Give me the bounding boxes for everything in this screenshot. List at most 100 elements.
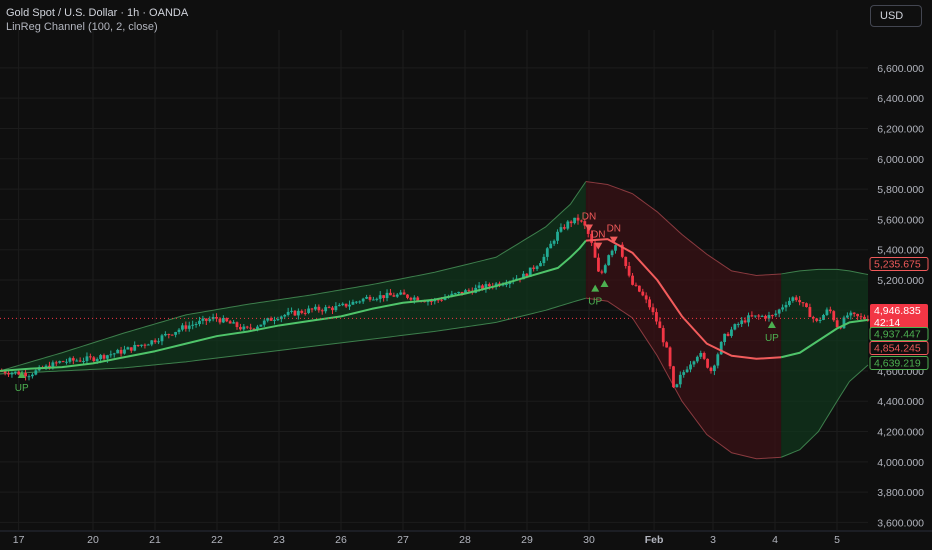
- candle-body: [583, 221, 587, 226]
- candle-body: [805, 303, 808, 308]
- candle-body: [842, 317, 846, 329]
- candle-body: [539, 263, 542, 267]
- candle-body: [334, 306, 338, 311]
- candle-body: [852, 312, 856, 314]
- candle-body: [655, 312, 658, 322]
- candle-body: [361, 298, 365, 302]
- candle-body: [706, 358, 709, 368]
- candle-body: [109, 354, 113, 356]
- up-signal-marker: [17, 370, 26, 378]
- indicator-label[interactable]: LinReg Channel (100, 2, close): [6, 21, 158, 33]
- time-tick-label: 3: [710, 534, 716, 546]
- candle-body: [481, 285, 484, 290]
- candle-body: [624, 256, 628, 266]
- candle-body: [692, 361, 696, 365]
- candle-body: [477, 285, 481, 288]
- up-signal-label: UP: [588, 297, 602, 308]
- down-signal-label: DN: [591, 230, 605, 241]
- time-tick-label: 20: [87, 534, 99, 546]
- down-signal-marker: [609, 236, 618, 244]
- candle-body: [631, 275, 634, 285]
- time-tick-label: 23: [273, 534, 285, 546]
- price-tag-value: 4,937.447: [874, 329, 921, 341]
- candle-body: [163, 333, 167, 336]
- candle-body: [208, 319, 212, 321]
- candle-body: [402, 292, 406, 295]
- candle-body: [153, 340, 157, 343]
- price-axis[interactable]: 3,600.000 3,800.000 4,000.000 4,200.000 4,40…: [877, 63, 924, 530]
- candle-body: [784, 304, 788, 308]
- channel-upper-band: [0, 181, 587, 372]
- price-tag-box: [869, 356, 929, 370]
- candle-body: [351, 301, 355, 305]
- candle-body: [460, 291, 464, 294]
- price-tick-label: 4,200.000: [877, 427, 924, 439]
- time-tick-label: 26: [335, 534, 347, 546]
- candle-body: [262, 320, 266, 325]
- candle-body: [695, 356, 699, 362]
- candle-body: [348, 304, 351, 307]
- symbol-title[interactable]: Gold Spot / U.S. Dollar · 1h · OANDA: [6, 7, 189, 19]
- candle-body: [71, 358, 75, 361]
- candle-body: [556, 231, 559, 241]
- price-tag-box: [869, 327, 929, 341]
- candle-body: [750, 315, 754, 317]
- candle-body: [723, 333, 727, 342]
- candle-body: [801, 302, 805, 304]
- candle-body: [286, 311, 290, 315]
- candle-body: [358, 301, 362, 303]
- candle-body: [436, 299, 440, 301]
- time-tick-label: 28: [459, 534, 471, 546]
- channel-lower-band: [585, 297, 782, 460]
- candle-body: [116, 349, 120, 354]
- candle-body: [82, 360, 85, 362]
- candle-body: [266, 318, 270, 321]
- price-tick-label: 4,000.000: [877, 457, 924, 469]
- candle-body: [245, 326, 249, 328]
- candle-body: [590, 233, 594, 243]
- currency-button[interactable]: USD: [870, 5, 922, 27]
- price-tag-box: [869, 341, 929, 355]
- candle-body: [160, 335, 164, 342]
- candle-body: [167, 333, 171, 335]
- candle-body: [528, 267, 532, 277]
- candle-body: [685, 369, 689, 373]
- candle-body: [54, 362, 58, 364]
- price-tick-label: 5,200.000: [877, 275, 924, 287]
- candle-body: [228, 321, 232, 324]
- price-tick-label: 3,600.000: [877, 517, 924, 529]
- candle-body: [17, 371, 21, 375]
- channel-fill-down: [585, 181, 782, 459]
- midline-segment-2: [585, 238, 782, 360]
- candle-body: [252, 328, 256, 330]
- candle-body: [716, 354, 720, 366]
- candle-body: [429, 300, 433, 302]
- candle-body: [672, 366, 675, 388]
- candle-body: [774, 313, 778, 316]
- candle-body: [191, 324, 195, 326]
- candle-body: [385, 292, 389, 299]
- candle-body: [566, 221, 570, 229]
- candle-body: [573, 217, 576, 224]
- channel-upper-band: [585, 181, 782, 276]
- candle-body: [859, 316, 863, 318]
- price-tag-value: 5,235.675: [874, 259, 921, 271]
- candle-body: [412, 297, 416, 300]
- candle-body: [174, 331, 178, 335]
- up-signal-marker: [600, 280, 609, 288]
- candle-body: [10, 372, 14, 375]
- candle-body: [525, 273, 529, 277]
- candle-body: [293, 310, 297, 316]
- candle-body: [27, 376, 31, 378]
- candle-body: [290, 310, 293, 312]
- time-axis[interactable]: 17 20 21 22 23 26 27 28 29 30 Feb 3 4 5: [0, 530, 932, 546]
- candle-body: [620, 244, 624, 257]
- candle-body: [644, 295, 648, 300]
- candle-body: [849, 312, 853, 316]
- candle-body: [365, 296, 368, 299]
- candle-body: [743, 320, 747, 323]
- candle-body: [542, 256, 546, 264]
- candle-body: [146, 344, 150, 346]
- candle-body: [781, 307, 784, 310]
